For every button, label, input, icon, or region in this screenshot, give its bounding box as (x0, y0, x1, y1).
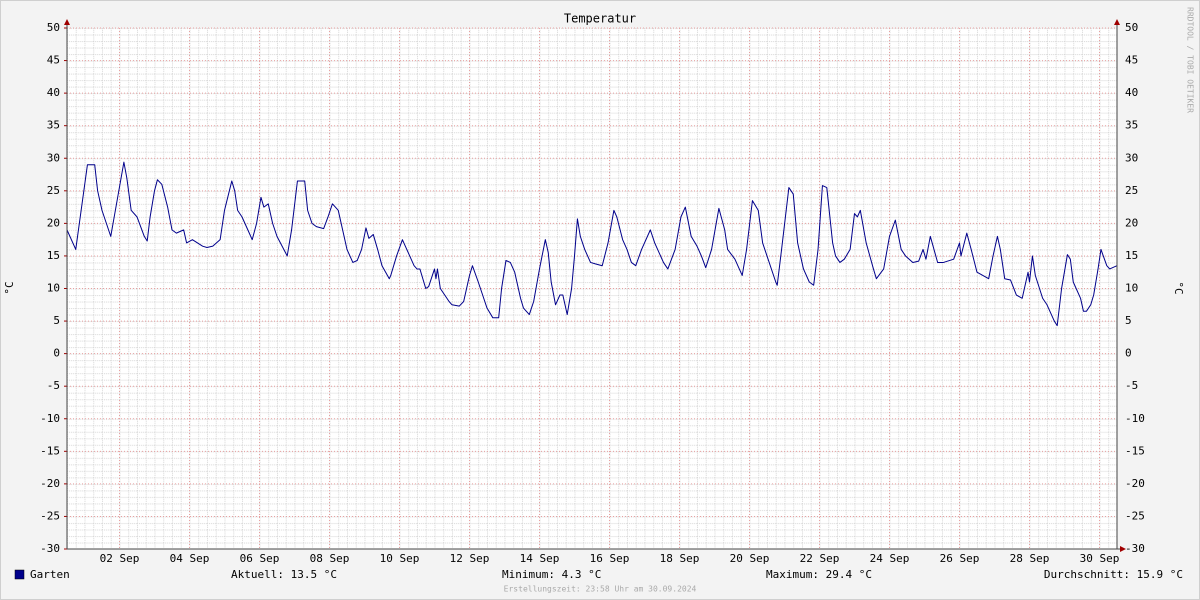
y-tick-label-right: 10 (1125, 282, 1138, 295)
y-tick-label-right: -10 (1125, 412, 1145, 425)
x-tick-label: 16 Sep (590, 552, 630, 565)
y-tick-label: 50 (47, 21, 60, 34)
y-tick-label-right: -15 (1125, 444, 1145, 457)
credit: RRDTOOL / TOBI OETIKER (1186, 7, 1195, 113)
x-tick-label: 12 Sep (450, 552, 490, 565)
y-tick-label-right: 20 (1125, 216, 1138, 229)
y-tick-label-right: 45 (1125, 54, 1138, 67)
y-tick-label: 45 (47, 54, 60, 67)
y-tick-label-right: 5 (1125, 314, 1132, 327)
x-tick-label: 04 Sep (170, 552, 210, 565)
y-tick-label: -5 (47, 379, 60, 392)
axis-arrow (1114, 19, 1120, 25)
stat-minimum: Minimum: 4.3 °C (502, 568, 601, 581)
y-tick-label-right: -20 (1125, 477, 1145, 490)
y-tick-label: 5 (53, 314, 60, 327)
y-tick-label-right: 35 (1125, 119, 1138, 132)
x-tick-label: 10 Sep (380, 552, 420, 565)
axis-arrow (64, 19, 70, 25)
y-axis-label-right: °C (1172, 281, 1185, 294)
y-tick-label-right: -5 (1125, 379, 1138, 392)
y-tick-label-right: 30 (1125, 151, 1138, 164)
y-tick-label: 40 (47, 86, 60, 99)
series-line (66, 161, 1118, 327)
y-tick-label: 35 (47, 119, 60, 132)
stat-current: Aktuell: 13.5 °C (231, 568, 337, 581)
x-tick-label: 26 Sep (940, 552, 980, 565)
y-tick-label: -15 (40, 444, 60, 457)
y-tick-label: 25 (47, 184, 60, 197)
y-tick-label-right: 50 (1125, 21, 1138, 34)
x-tick-label: 14 Sep (520, 552, 560, 565)
y-tick-label: -25 (40, 509, 60, 522)
y-tick-label-right: 15 (1125, 249, 1138, 262)
legend-label: Garten (30, 568, 70, 581)
grid (64, 27, 1117, 550)
x-tick-label: 18 Sep (660, 552, 700, 565)
axis-arrow (1120, 546, 1126, 552)
x-tick-label: 24 Sep (870, 552, 910, 565)
x-tick-label: 08 Sep (310, 552, 350, 565)
y-tick-label: 0 (53, 347, 60, 360)
x-tick-label: 20 Sep (730, 552, 770, 565)
x-tick-label: 30 Sep (1080, 552, 1120, 565)
y-tick-label: 30 (47, 151, 60, 164)
x-tick-label: 28 Sep (1010, 552, 1050, 565)
y-tick-label-right: 0 (1125, 347, 1132, 360)
y-tick-label: -20 (40, 477, 60, 490)
y-tick-label-right: -30 (1125, 542, 1145, 555)
stat-average: Durchschnitt: 15.9 °C (1044, 568, 1183, 581)
y-tick-label-right: -25 (1125, 509, 1145, 522)
y-tick-label-right: 40 (1125, 86, 1138, 99)
y-axis-label: °C (3, 281, 16, 294)
y-tick-label-right: 25 (1125, 184, 1138, 197)
x-tick-label: 22 Sep (800, 552, 840, 565)
legend-swatch (14, 569, 25, 580)
y-tick-label: -10 (40, 412, 60, 425)
y-tick-label: 15 (47, 249, 60, 262)
chart-title: Temperatur (564, 12, 636, 26)
stat-maximum: Maximum: 29.4 °C (766, 568, 872, 581)
y-tick-label: 10 (47, 282, 60, 295)
x-tick-label: 02 Sep (100, 552, 140, 565)
plot (66, 161, 1118, 327)
y-tick-label: -30 (40, 542, 60, 555)
footer: Erstellungszeit: 23:58 Uhr am 30.09.2024 (504, 585, 697, 594)
y-tick-label: 20 (47, 216, 60, 229)
x-tick-label: 06 Sep (240, 552, 280, 565)
